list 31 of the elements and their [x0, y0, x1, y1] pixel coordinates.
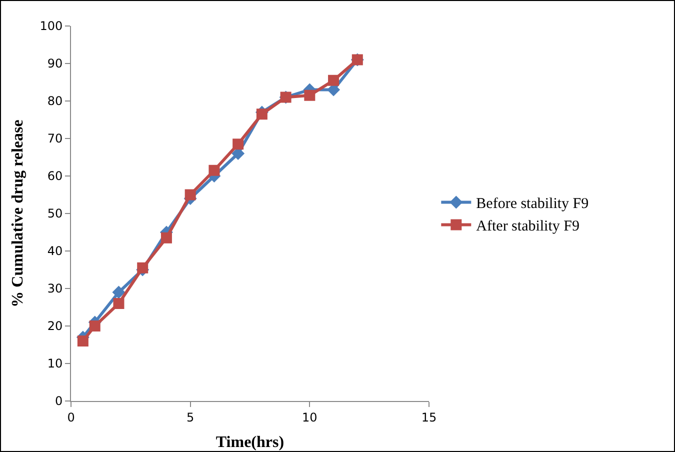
point: [256, 108, 268, 120]
y-tick-label: 10: [47, 356, 63, 371]
y-tick-label: 100: [40, 19, 63, 34]
x-tick-label: 5: [186, 410, 194, 424]
point: [184, 189, 196, 200]
x-tick-label: 0: [67, 410, 75, 424]
point: [89, 320, 100, 332]
point: [328, 74, 340, 86]
legend-label: After stability F9: [476, 218, 580, 235]
y-tick-label: 50: [47, 206, 63, 221]
y-tick-label: 0: [54, 394, 63, 408]
point: [137, 262, 148, 274]
y-tick-label: 40: [47, 244, 63, 258]
y-tick-label: 70: [47, 132, 63, 146]
y-tick-label: 80: [47, 94, 63, 108]
point: [113, 298, 124, 309]
point: [208, 164, 220, 176]
point: [77, 336, 88, 346]
point: [112, 286, 126, 299]
point: [232, 138, 244, 150]
x-tick-label: 15: [421, 410, 437, 424]
point: [304, 90, 316, 101]
y-tick-label: 60: [47, 169, 63, 184]
y-axis-title: % Cumulative drug release: [10, 120, 27, 308]
x-axis-title: Time(hrs): [216, 434, 284, 451]
point: [160, 232, 172, 244]
x-tick-label: 10: [302, 410, 318, 424]
y-tick-label: 20: [47, 319, 63, 334]
legend-label: Before stability F9: [476, 196, 589, 212]
y-tick-label: 90: [47, 56, 63, 71]
y-tick-label: 30: [47, 282, 63, 296]
